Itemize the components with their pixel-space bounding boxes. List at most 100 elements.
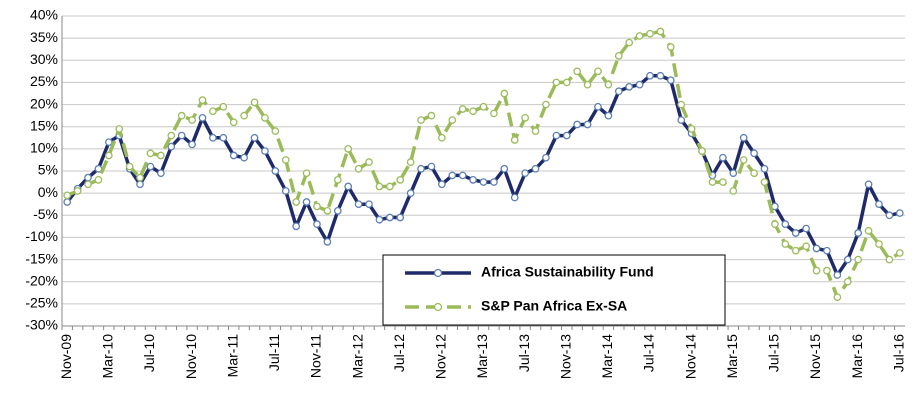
data-point [635, 32, 644, 40]
data-point [521, 169, 529, 178]
x-tick-label: Mar-13 [474, 334, 490, 379]
data-point [167, 142, 176, 151]
x-tick-label: Mar-14 [599, 334, 615, 379]
x-tick-label: Jul-11 [266, 334, 282, 371]
data-point [292, 198, 301, 206]
y-tick-label: -25% [25, 295, 58, 311]
data-point [490, 178, 498, 186]
data-point [843, 277, 852, 286]
data-point [812, 266, 821, 275]
data-point [698, 147, 706, 155]
y-tick-label: -10% [25, 228, 58, 244]
data-point [479, 102, 488, 111]
x-tick-label: Jul-12 [391, 334, 407, 372]
y-tick-label: -20% [25, 272, 58, 288]
data-point [750, 169, 758, 178]
data-point [739, 156, 748, 164]
data-point [542, 153, 550, 162]
data-point [125, 162, 134, 171]
data-point [562, 78, 571, 87]
x-tick-label: Nov-15 [807, 334, 823, 379]
data-point [656, 27, 665, 36]
y-tick-label: -5% [33, 206, 58, 222]
data-point [687, 125, 696, 133]
data-point [281, 156, 290, 164]
legend-marker [433, 302, 443, 312]
x-tick-label: Nov-09 [58, 334, 74, 379]
x-tick-label: Nov-13 [557, 334, 573, 379]
data-point [281, 187, 290, 195]
data-point [271, 167, 280, 175]
data-point [479, 178, 488, 186]
x-tick-label: Nov-11 [308, 334, 324, 378]
x-tick-label: Mar-10 [100, 334, 116, 379]
data-point [594, 102, 602, 111]
data-point [802, 242, 810, 251]
y-tick-label: 40% [30, 7, 58, 23]
data-point [250, 98, 259, 107]
data-point [136, 173, 144, 182]
data-point [864, 180, 873, 189]
data-point [73, 187, 82, 195]
data-point [583, 80, 592, 89]
data-point [323, 238, 332, 246]
data-point [313, 220, 321, 228]
data-point [823, 266, 831, 275]
data-point [417, 164, 425, 173]
data-point [157, 169, 165, 178]
data-point [229, 151, 238, 160]
data-point [854, 229, 863, 237]
data-point [875, 200, 883, 209]
x-tick-label: Nov-10 [183, 334, 199, 379]
data-point [448, 171, 457, 180]
data-point [188, 116, 196, 124]
data-point [625, 38, 634, 47]
data-point [583, 120, 592, 129]
data-point [781, 220, 790, 228]
data-point [646, 29, 654, 38]
data-point [729, 187, 738, 195]
data-point [229, 118, 238, 127]
data-point [895, 209, 904, 217]
y-tick-label: 10% [30, 140, 58, 156]
data-point [84, 173, 92, 182]
data-point [656, 71, 665, 80]
data-point [594, 67, 602, 76]
data-point [708, 178, 717, 186]
data-point [823, 246, 831, 255]
data-point [354, 200, 363, 209]
y-tick-label: 5% [38, 162, 58, 178]
data-point [209, 133, 217, 142]
data-point [344, 182, 353, 191]
data-point [531, 127, 540, 135]
x-tick-label: Jul-16 [890, 334, 906, 372]
data-point [469, 107, 477, 116]
data-point [136, 180, 144, 189]
y-tick-label: 30% [30, 51, 58, 67]
data-point [115, 125, 124, 133]
data-point [719, 153, 727, 162]
y-tick-label: -15% [25, 250, 58, 266]
y-tick-label: 15% [30, 117, 58, 133]
data-point [552, 131, 561, 140]
data-point [781, 240, 790, 248]
data-point [427, 162, 436, 171]
data-point [625, 83, 634, 91]
y-tick-label: -30% [25, 317, 58, 333]
data-point [209, 107, 217, 116]
data-point [396, 176, 405, 184]
data-point [719, 178, 727, 186]
data-point [63, 191, 72, 200]
data-point [375, 182, 384, 191]
data-point [177, 111, 186, 120]
data-point [604, 111, 613, 120]
legend-box [382, 254, 726, 326]
data-point [510, 136, 519, 144]
data-point [261, 147, 269, 155]
data-point [313, 202, 321, 211]
data-point [510, 193, 519, 202]
data-point [614, 52, 623, 60]
data-point [458, 105, 467, 113]
data-point [146, 149, 155, 158]
